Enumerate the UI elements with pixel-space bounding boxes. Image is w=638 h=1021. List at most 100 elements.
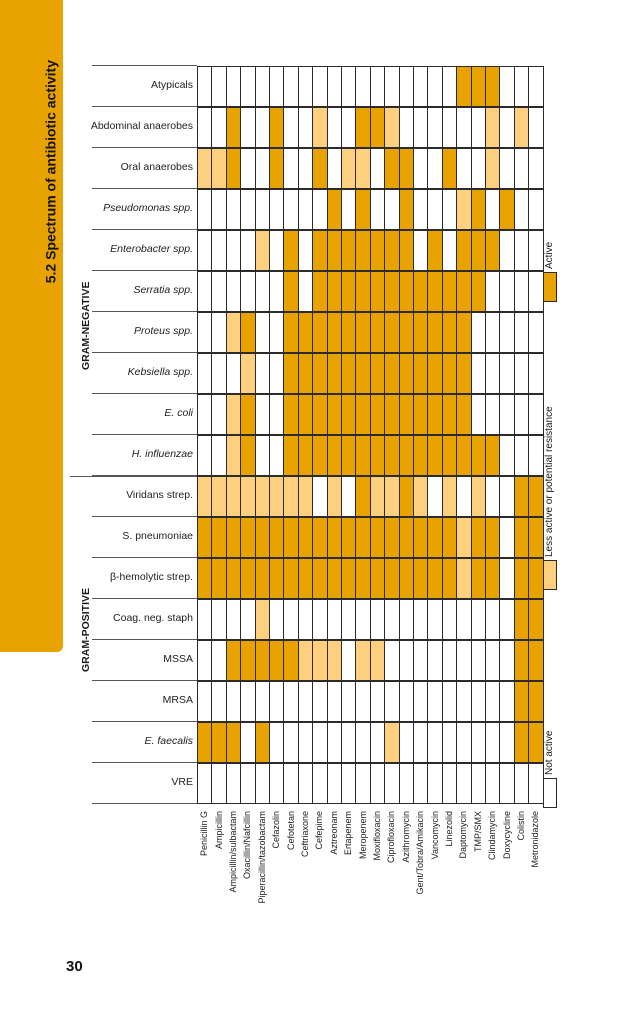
table-cell	[355, 148, 371, 189]
table-cell	[240, 312, 256, 353]
table-cell	[326, 599, 342, 640]
table-cell	[326, 66, 342, 107]
table-cell	[499, 640, 515, 681]
table-cell	[326, 107, 342, 148]
table-cell	[312, 599, 328, 640]
table-cell	[369, 107, 386, 148]
table-cell	[499, 517, 515, 558]
table-cell	[456, 189, 472, 230]
table-cell	[225, 640, 242, 681]
table-cell	[341, 107, 357, 148]
table-cell	[384, 271, 400, 312]
table-cell	[427, 230, 443, 271]
row-label: Abdominal anaerobes	[90, 120, 193, 132]
table-cell	[211, 107, 227, 148]
legend-swatch-none	[543, 778, 557, 808]
table-cell	[341, 66, 357, 107]
table-cell	[427, 558, 443, 599]
table-cell	[470, 271, 486, 312]
table-cell	[297, 435, 314, 476]
table-cell	[441, 763, 458, 804]
table-cell	[499, 107, 515, 148]
table-cell	[297, 312, 314, 353]
table-cell	[211, 476, 227, 517]
table-cell	[384, 763, 400, 804]
row-label: MSSA	[163, 653, 193, 665]
table-cell	[513, 353, 530, 394]
table-cell	[485, 107, 501, 148]
table-cell	[369, 517, 386, 558]
row-divider	[92, 680, 197, 681]
column-label: Moxifloxacin	[372, 811, 382, 861]
table-cell	[197, 66, 213, 107]
column-label: Ertapenem	[343, 811, 354, 856]
row-divider	[92, 229, 197, 230]
table-cell	[513, 763, 530, 804]
table-cell	[254, 681, 270, 722]
table-cell	[427, 517, 443, 558]
table-cell	[211, 640, 227, 681]
table-cell	[384, 66, 400, 107]
table-cell	[254, 640, 270, 681]
table-cell	[513, 517, 530, 558]
table-cell	[470, 681, 486, 722]
table-cell	[197, 394, 213, 435]
table-cell	[398, 66, 414, 107]
table-cell	[225, 230, 242, 271]
table-cell	[269, 476, 285, 517]
table-cell	[341, 763, 357, 804]
table-cell	[456, 312, 472, 353]
column-label: Azithromycin	[400, 811, 411, 863]
column-label: Cefotetan	[285, 811, 296, 851]
table-cell	[355, 517, 371, 558]
table-cell	[326, 722, 342, 763]
table-cell	[499, 435, 515, 476]
table-cell	[485, 599, 501, 640]
table-cell	[197, 476, 213, 517]
table-cell	[297, 394, 314, 435]
table-cell	[513, 107, 530, 148]
table-cell	[369, 599, 386, 640]
table-cell	[312, 435, 328, 476]
column-label: Ampicillin/sulbactam	[228, 811, 238, 893]
column-label: Oxacillin/Nafcillin	[242, 811, 253, 880]
table-cell	[528, 435, 544, 476]
table-cell	[427, 599, 443, 640]
table-cell	[413, 599, 429, 640]
table-cell	[427, 763, 443, 804]
table-cell	[240, 763, 256, 804]
table-cell	[369, 230, 386, 271]
table-cell	[456, 640, 472, 681]
table-cell	[470, 476, 486, 517]
table-cell	[398, 640, 414, 681]
table-cell	[499, 148, 515, 189]
table-cell	[528, 66, 544, 107]
table-cell	[528, 599, 544, 640]
table-cell	[499, 599, 515, 640]
table-cell	[528, 353, 544, 394]
table-cell	[355, 763, 371, 804]
table-cell	[485, 353, 501, 394]
row-divider	[92, 188, 197, 189]
column-label: Penicillin G	[199, 811, 210, 857]
table-cell	[211, 681, 227, 722]
table-cell	[283, 107, 299, 148]
table-cell	[398, 353, 414, 394]
table-cell	[326, 476, 342, 517]
table-cell	[283, 312, 299, 353]
gram-positive-label: GRAM-POSITIVE	[80, 587, 92, 672]
table-cell	[269, 681, 285, 722]
table-cell	[341, 640, 357, 681]
table-cell	[456, 107, 472, 148]
table-cell	[312, 230, 328, 271]
table-cell	[312, 763, 328, 804]
row-divider	[92, 803, 197, 804]
table-cell	[240, 394, 256, 435]
table-cell	[398, 476, 414, 517]
table-cell	[413, 517, 429, 558]
legend-text-active: Active	[544, 241, 555, 269]
table-cell	[341, 230, 357, 271]
row-label: Proteus spp.	[134, 325, 193, 337]
table-cell	[456, 681, 472, 722]
table-cell	[269, 435, 285, 476]
